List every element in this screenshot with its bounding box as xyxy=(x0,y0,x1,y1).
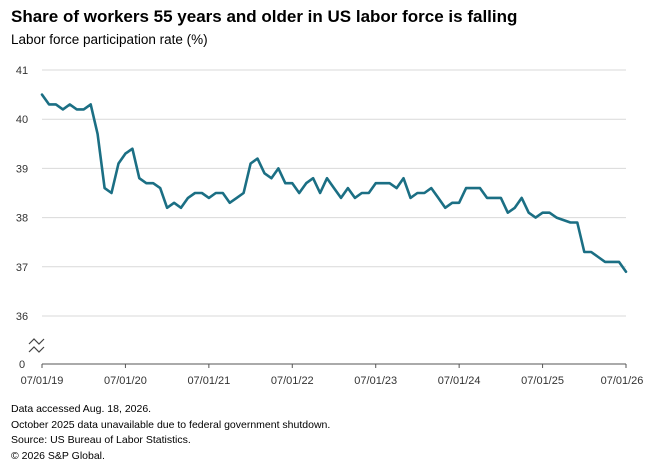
x-tick-label: 07/01/22 xyxy=(271,375,314,387)
y-tick-label: 37 xyxy=(16,262,28,274)
x-tick-label: 07/01/25 xyxy=(521,375,564,387)
x-tick-label: 07/01/23 xyxy=(354,375,397,387)
footnote-shutdown: October 2025 data unavailable due to fed… xyxy=(11,418,331,431)
y-tick-label: 39 xyxy=(16,163,28,175)
gridlines xyxy=(42,69,626,317)
y-tick-label: 0 xyxy=(19,359,25,371)
chart-subtitle: Labor force participation rate (%) xyxy=(11,32,208,47)
x-tick-label: 07/01/24 xyxy=(438,375,481,387)
footnotes: Data accessed Aug. 18, 2026. October 202… xyxy=(11,402,330,464)
y-tick-label: 36 xyxy=(16,311,28,323)
y-tick-label: 38 xyxy=(16,213,28,225)
footnote-copyright: © 2026 S&P Global. xyxy=(11,449,105,462)
footnote-data-accessed: Data accessed Aug. 18, 2026. xyxy=(11,403,152,415)
axis-break-zigzag xyxy=(28,338,45,345)
y-tick-label: 41 xyxy=(16,65,28,77)
x-tick-label: 07/01/19 xyxy=(21,375,64,387)
x-tick-label: 07/01/21 xyxy=(187,375,230,387)
footnote-source: Source: US Bureau of Labor Statistics. xyxy=(11,434,191,446)
x-axis: 07/01/19 07/01/20 07/01/21 07/01/22 07/01/23… xyxy=(21,363,644,387)
x-tick-label: 07/01/26 xyxy=(601,375,644,387)
y-axis-ticks: 0 36 37 38 39 40 41 xyxy=(16,65,28,371)
axis-break-icon xyxy=(28,338,45,353)
y-tick-label: 40 xyxy=(16,114,28,126)
chart-title: Share of workers 55 years and older in U… xyxy=(11,7,518,26)
axis-break-zigzag xyxy=(28,346,45,353)
series-line-0 xyxy=(40,93,628,274)
series-lines xyxy=(40,93,628,274)
x-tick-label: 07/01/20 xyxy=(104,375,147,387)
